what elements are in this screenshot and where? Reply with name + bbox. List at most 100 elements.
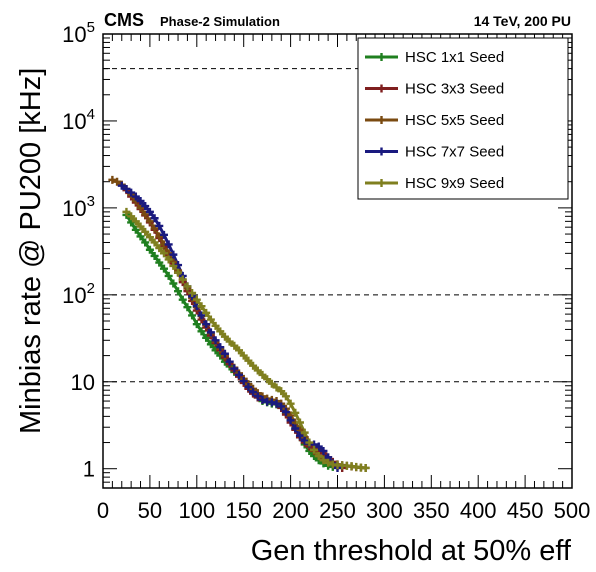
- data-point: [300, 428, 309, 437]
- series-markers: [108, 175, 370, 472]
- data-point: [188, 288, 197, 297]
- x-tick-label: 200: [272, 498, 309, 523]
- data-point: [108, 175, 117, 184]
- legend-marker: [377, 53, 386, 61]
- y-tick-label: 102: [62, 280, 95, 308]
- data-point: [314, 442, 323, 451]
- data-point: [244, 356, 253, 365]
- data-point: [136, 232, 145, 241]
- legend-label: HSC 1x1 Seed: [405, 49, 504, 66]
- data-point: [141, 202, 150, 211]
- y-tick-label: 1: [83, 457, 95, 482]
- data-point: [263, 375, 272, 384]
- data-point: [155, 221, 164, 230]
- data-point: [272, 383, 281, 392]
- x-tick-label: 500: [554, 498, 591, 523]
- data-point: [197, 327, 206, 336]
- legend: HSC 1x1 Seed HSC 3x3 Seed HSC 5x5 Seed HSC …: [357, 37, 569, 200]
- data-point: [159, 264, 168, 273]
- x-tick-label: 250: [319, 498, 356, 523]
- data-point: [235, 370, 244, 379]
- x-tick-label: 150: [225, 498, 262, 523]
- data-point: [239, 377, 248, 386]
- data-point: [258, 395, 267, 404]
- data-point: [206, 315, 215, 324]
- legend-label: HSC 3x3 Seed: [405, 81, 504, 98]
- data-point: [361, 463, 370, 472]
- data-point: [155, 258, 164, 267]
- data-point: [211, 336, 220, 345]
- data-point: [202, 308, 211, 317]
- data-point: [300, 436, 309, 445]
- data-point: [202, 320, 211, 329]
- data-point: [206, 340, 215, 349]
- data-point: [314, 452, 323, 461]
- data-point: [145, 245, 154, 254]
- data-point: [150, 251, 159, 260]
- data-point: [183, 282, 192, 291]
- data-point: [159, 249, 168, 258]
- data-point: [220, 349, 229, 358]
- data-point: [258, 370, 267, 379]
- data-point: [136, 197, 145, 206]
- data-point: [277, 402, 286, 411]
- data-point: [310, 445, 319, 454]
- data-point: [244, 383, 253, 392]
- x-tick-label: 0: [97, 498, 109, 523]
- data-point: [155, 244, 164, 253]
- data-point: [239, 351, 248, 360]
- x-tick-label: 100: [178, 498, 215, 523]
- data-point: [117, 181, 126, 190]
- data-point: [164, 271, 173, 280]
- data-point: [253, 366, 262, 375]
- data-point: [211, 321, 220, 330]
- data-point: [188, 311, 197, 320]
- data-point: [286, 416, 295, 425]
- data-point: [291, 408, 300, 417]
- data-point: [230, 341, 239, 350]
- data-point: [127, 188, 136, 197]
- data-point: [197, 311, 206, 320]
- data-point: [178, 275, 187, 284]
- data-point: [113, 177, 122, 186]
- data-point: [253, 392, 262, 401]
- legend-label: HSC 9x9 Seed: [405, 175, 504, 192]
- data-point: [141, 210, 150, 219]
- x-axis-ticks: 0 50 100 150 200 250 300 350 400 450 500: [97, 34, 590, 523]
- data-point: [145, 233, 154, 242]
- y-axis-title: Minbias rate @ PU200 [kHz]: [15, 68, 47, 434]
- x-axis-title: Gen threshold at 50% eff: [251, 535, 572, 567]
- legend-marker: [377, 116, 386, 124]
- y-tick-label: 10: [71, 370, 95, 395]
- data-point: [281, 392, 290, 401]
- y-tick-label: 105: [62, 19, 95, 47]
- data-point: [169, 279, 178, 288]
- data-point: [216, 327, 225, 336]
- data-point: [216, 343, 225, 352]
- data-point: [169, 261, 178, 270]
- x-tick-label: 450: [507, 498, 544, 523]
- data-point: [174, 268, 183, 277]
- data-point: [141, 238, 150, 247]
- data-point: [206, 328, 215, 337]
- data-point: [145, 217, 154, 226]
- y-tick-label: 104: [62, 106, 95, 134]
- data-point: [202, 333, 211, 342]
- data-point: [295, 418, 304, 427]
- energy-pileup-label: 14 TeV, 200 PU: [474, 13, 571, 29]
- data-point: [131, 225, 140, 234]
- data-point: [281, 407, 290, 416]
- data-point: [150, 238, 159, 247]
- data-point: [267, 398, 276, 407]
- data-point: [178, 295, 187, 304]
- data-point: [249, 388, 258, 397]
- data-point: [145, 207, 154, 216]
- legend-label: HSC 5x5 Seed: [405, 112, 504, 129]
- simulation-label: Phase-2 Simulation: [160, 14, 280, 29]
- data-point: [230, 364, 239, 373]
- legend-marker: [377, 179, 386, 187]
- data-point: [131, 217, 140, 226]
- legend-label: HSC 7x7 Seed: [405, 144, 504, 161]
- data-point: [305, 438, 314, 447]
- data-point: [169, 250, 178, 259]
